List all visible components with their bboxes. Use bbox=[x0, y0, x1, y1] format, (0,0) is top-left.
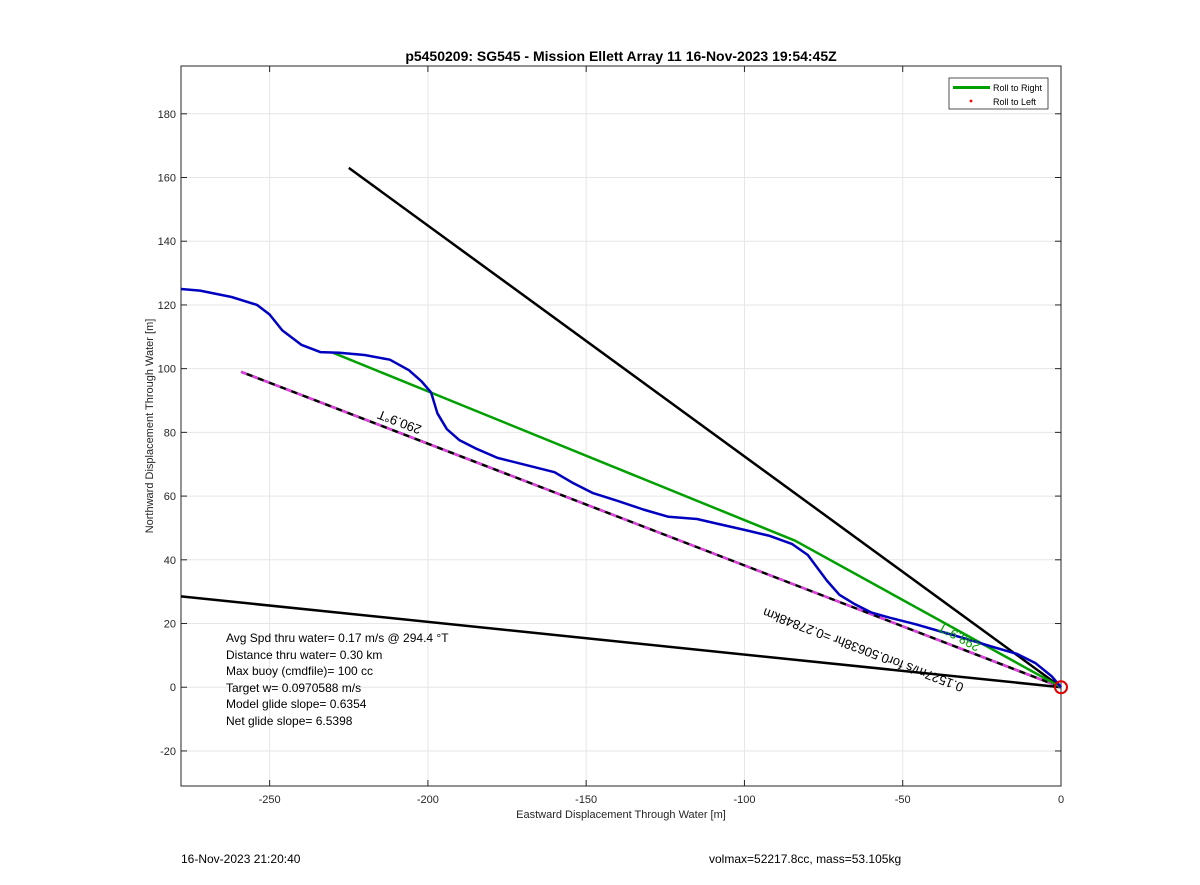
footer-vol-mass: volmax=52217.8cc, mass=53.105kg bbox=[709, 852, 902, 866]
y-tick-label: 100 bbox=[158, 364, 176, 376]
stat-target-w: Target w= 0.0970588 m/s bbox=[226, 681, 361, 695]
x-tick-label: 0 bbox=[1058, 794, 1064, 806]
end-marker bbox=[1054, 680, 1068, 695]
stat-net-glide-slope: Net glide slope= 6.5398 bbox=[226, 714, 353, 728]
reference-line-1 bbox=[348, 166, 1062, 689]
reference-line-2 bbox=[180, 595, 1062, 689]
stat-model-glide-slope: Model glide slope= 0.6354 bbox=[226, 697, 367, 711]
footer-timestamp: 16-Nov-2023 21:20:40 bbox=[181, 852, 301, 866]
x-tick-label: -200 bbox=[417, 794, 439, 806]
x-tick-label: -250 bbox=[259, 794, 281, 806]
y-tick-label: -20 bbox=[160, 746, 176, 758]
x-tick-label: -100 bbox=[733, 794, 755, 806]
stat-distance: Distance thru water= 0.30 km bbox=[226, 648, 382, 662]
y-tick-label: 20 bbox=[164, 619, 176, 631]
stats-block: Avg Spd thru water= 0.17 m/s @ 294.4 °T … bbox=[226, 631, 449, 728]
x-axis-label: Eastward Displacement Through Water [m] bbox=[516, 809, 726, 821]
y-tick-label: 180 bbox=[158, 109, 176, 121]
y-tick-label: 0 bbox=[170, 682, 176, 694]
x-tick-label: -50 bbox=[895, 794, 911, 806]
y-tick-label: 140 bbox=[158, 236, 176, 248]
stat-max-buoy: Max buoy (cmdfile)= 100 cc bbox=[226, 664, 373, 678]
axis-ticks: -250 -200 -150 -100 -50 0-2002040608010012014… bbox=[158, 66, 1064, 806]
y-tick-label: 60 bbox=[164, 491, 176, 503]
series-roll-to-right bbox=[332, 351, 1062, 689]
reference-lines bbox=[180, 166, 1062, 689]
legend: Roll to Right Roll to Left bbox=[948, 77, 1049, 110]
chart-title: p5450209: SG545 - Mission Ellett Array 1… bbox=[405, 48, 837, 64]
legend-label-roll-left: Roll to Left bbox=[993, 97, 1037, 107]
series-track-3 bbox=[180, 287, 1062, 689]
data-series bbox=[180, 287, 1062, 689]
y-tick-label: 40 bbox=[164, 555, 176, 567]
stat-avg-speed: Avg Spd thru water= 0.17 m/s @ 294.4 °T bbox=[226, 631, 449, 645]
y-tick-label: 80 bbox=[164, 427, 176, 439]
reference-line-3-dash bbox=[240, 370, 1062, 689]
legend-box bbox=[948, 77, 1049, 110]
y-tick-label: 120 bbox=[158, 300, 176, 312]
legend-label-roll-right: Roll to Right bbox=[993, 83, 1043, 93]
y-tick-label: 160 bbox=[158, 173, 176, 185]
y-axis-label: Northward Displacement Through Water [m] bbox=[144, 319, 156, 534]
end-marker-circle bbox=[1054, 680, 1068, 695]
legend-marker-roll-left bbox=[969, 99, 973, 103]
x-tick-label: -150 bbox=[575, 794, 597, 806]
plot-area bbox=[180, 65, 1062, 787]
